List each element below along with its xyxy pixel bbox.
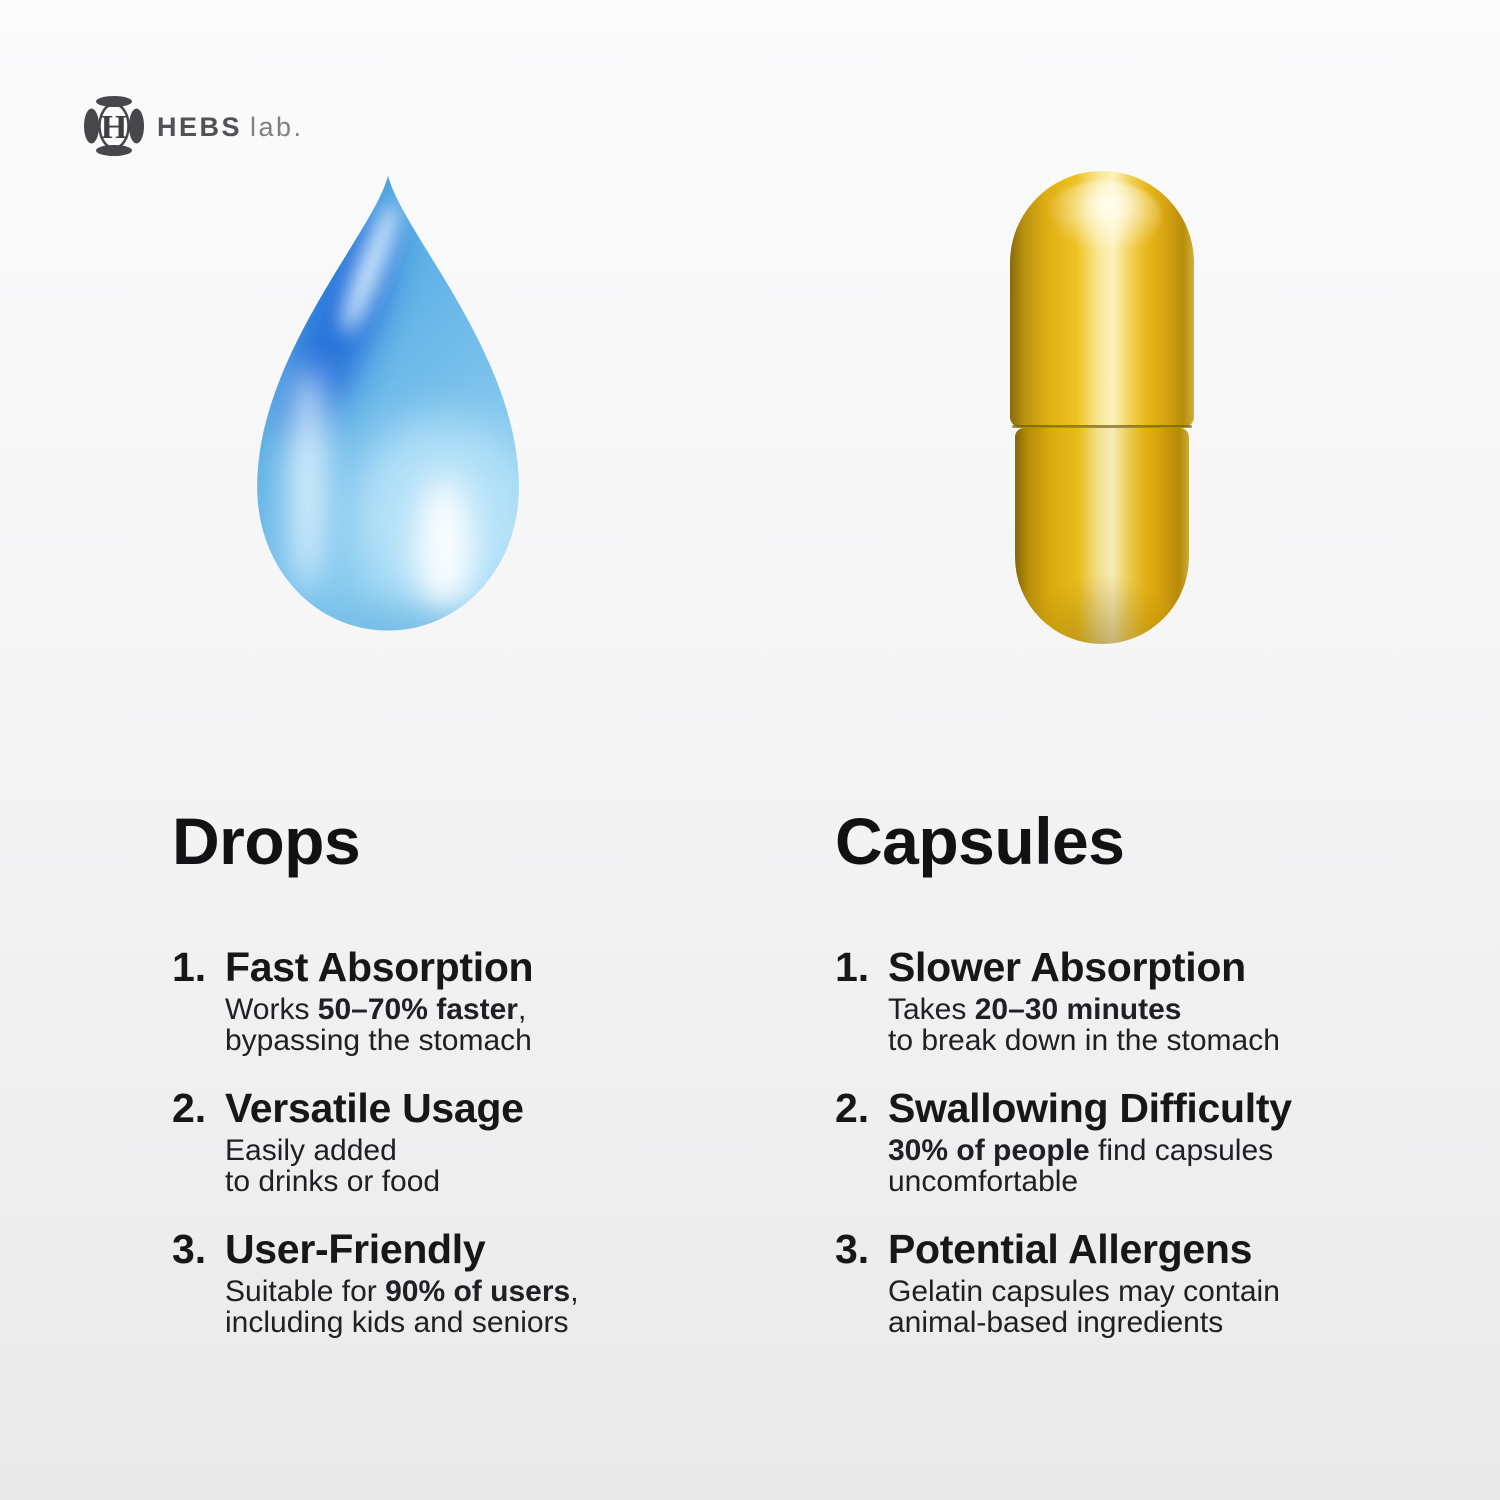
- item-description: Easily added to drinks or food: [225, 1134, 441, 1198]
- drops-column: Drops 1. Fast Absorption Works 50–70% fast…: [172, 808, 772, 1367]
- list-item-3: 3. User-Friendly Suitable for 90% of users…: [172, 1226, 772, 1338]
- brand-name-bold: HEBS: [157, 111, 243, 142]
- capsule-illustration: [1010, 171, 1194, 644]
- hebs-monogram-icon: H: [84, 96, 144, 156]
- item-description: Gelatin capsules may contain animal-based…: [888, 1275, 1280, 1339]
- list-item-1: 1. Slower Absorption Takes 20–30 minutes to…: [835, 944, 1435, 1056]
- item-title: User-Friendly: [225, 1226, 486, 1272]
- capsules-heading: Capsules: [835, 804, 1125, 878]
- monogram-letter: H: [101, 109, 127, 146]
- item-description: Works 50–70% faster, bypassing the stomac…: [225, 993, 532, 1057]
- water-drop-illustration: [222, 168, 554, 640]
- item-title: Slower Absorption: [888, 944, 1246, 990]
- brand-logo: H HEBS lab.: [83, 95, 304, 157]
- brand-name: HEBS lab.: [157, 110, 304, 143]
- drops-list: 1. Fast Absorption Works 50–70% faster, byp…: [172, 944, 772, 1338]
- item-number: 3.: [835, 1226, 870, 1272]
- drops-heading: Drops: [172, 804, 361, 878]
- item-number: 1.: [172, 944, 207, 990]
- item-number: 3.: [172, 1226, 207, 1272]
- capsules-list: 1. Slower Absorption Takes 20–30 minutes to…: [835, 944, 1435, 1338]
- item-description: Suitable for 90% of users, including kids…: [225, 1275, 579, 1339]
- item-description: Takes 20–30 minutes to break down in the …: [888, 993, 1280, 1057]
- capsule-top-half: [1010, 171, 1194, 427]
- list-item-2: 2. Swallowing Difficulty 30% of people fin…: [835, 1085, 1435, 1197]
- item-title: Potential Allergens: [888, 1226, 1253, 1272]
- brand-name-light: lab.: [250, 111, 304, 142]
- capsule-bottom-half: [1015, 428, 1189, 644]
- item-title: Swallowing Difficulty: [888, 1085, 1292, 1131]
- item-number: 2.: [835, 1085, 870, 1131]
- item-title: Versatile Usage: [225, 1085, 524, 1131]
- list-item-1: 1. Fast Absorption Works 50–70% faster, byp…: [172, 944, 772, 1056]
- capsules-column: Capsules 1. Slower Absorption Takes 20–30 …: [835, 808, 1435, 1367]
- capsule-seam: [1012, 425, 1192, 428]
- list-item-2: 2. Versatile Usage Easily added to drinks o…: [172, 1085, 772, 1197]
- item-number: 1.: [835, 944, 870, 990]
- item-title: Fast Absorption: [225, 944, 534, 990]
- list-item-3: 3. Potential Allergens Gelatin capsules ma…: [835, 1226, 1435, 1338]
- water-drop-icon: [257, 175, 519, 631]
- item-number: 2.: [172, 1085, 207, 1131]
- item-description: 30% of people find capsules uncomfortable: [888, 1134, 1274, 1198]
